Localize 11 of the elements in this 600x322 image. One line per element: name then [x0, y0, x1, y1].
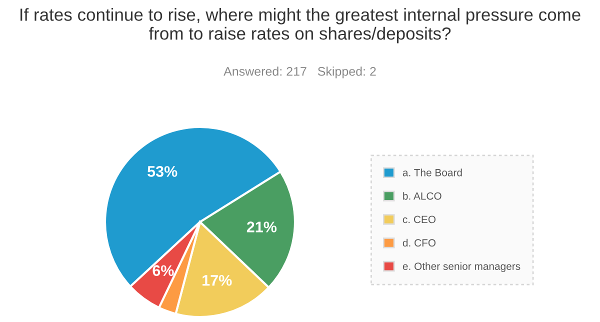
legend-label: a. The Board — [402, 168, 462, 176]
data-label: 17% — [202, 274, 232, 286]
legend-label: c. CEO — [402, 216, 436, 224]
data-label: 6% — [152, 265, 174, 276]
data-label: 53% — [148, 166, 178, 177]
legend-label: d. CFO — [402, 238, 436, 247]
legend-label: e. Other senior managers — [402, 262, 520, 272]
data-label: 21% — [246, 222, 277, 232]
chart-title: If rates continue to rise, where might the greatest internal pressure come from to raise rates on shares/deposits? — [20, 8, 580, 44]
chart-subtitle: Answered: 217 Skipped: 2 — [224, 66, 376, 78]
legend-label: b. ALCO — [403, 192, 442, 200]
